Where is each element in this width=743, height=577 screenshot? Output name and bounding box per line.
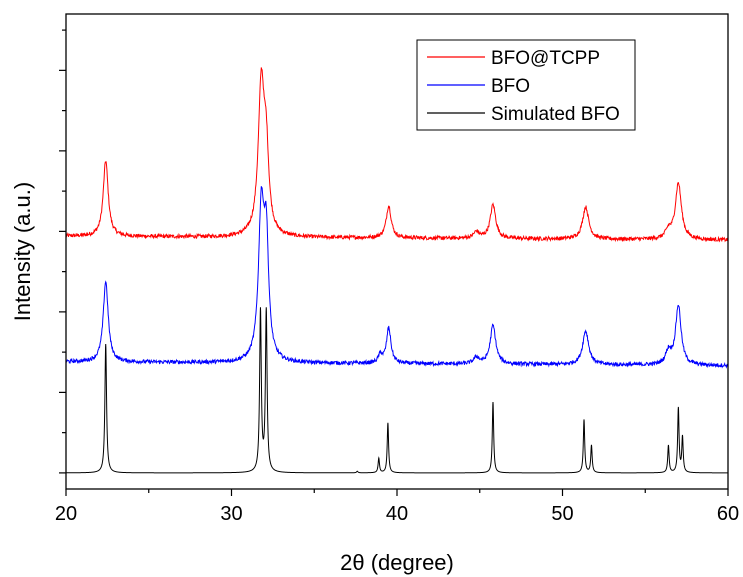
series-line-bfo xyxy=(65,186,729,369)
x-tick-label: 60 xyxy=(717,503,739,525)
y-axis-ticks xyxy=(59,29,66,474)
plot-area xyxy=(65,67,729,474)
series-line-bfo-tcpp xyxy=(65,67,729,243)
legend-label-bfo: BFO xyxy=(491,76,530,97)
x-axis-title: 2θ (degree) xyxy=(340,550,454,575)
x-tick-label: 40 xyxy=(386,503,408,525)
legend-label-bfo-tcpp: BFO@TCPP xyxy=(491,48,600,69)
x-axis-ticks: 20 30 40 50 60 xyxy=(55,489,739,525)
x-tick-label: 20 xyxy=(55,503,77,525)
legend: BFO@TCPP BFO Simulated BFO xyxy=(416,39,636,131)
x-tick-label: 50 xyxy=(551,503,573,525)
series-line-simulated-bfo xyxy=(66,307,728,474)
x-tick-label: 30 xyxy=(220,503,242,525)
legend-label-simulated-bfo: Simulated BFO xyxy=(491,104,620,125)
y-axis-title: Intensity (a.u.) xyxy=(10,182,35,321)
